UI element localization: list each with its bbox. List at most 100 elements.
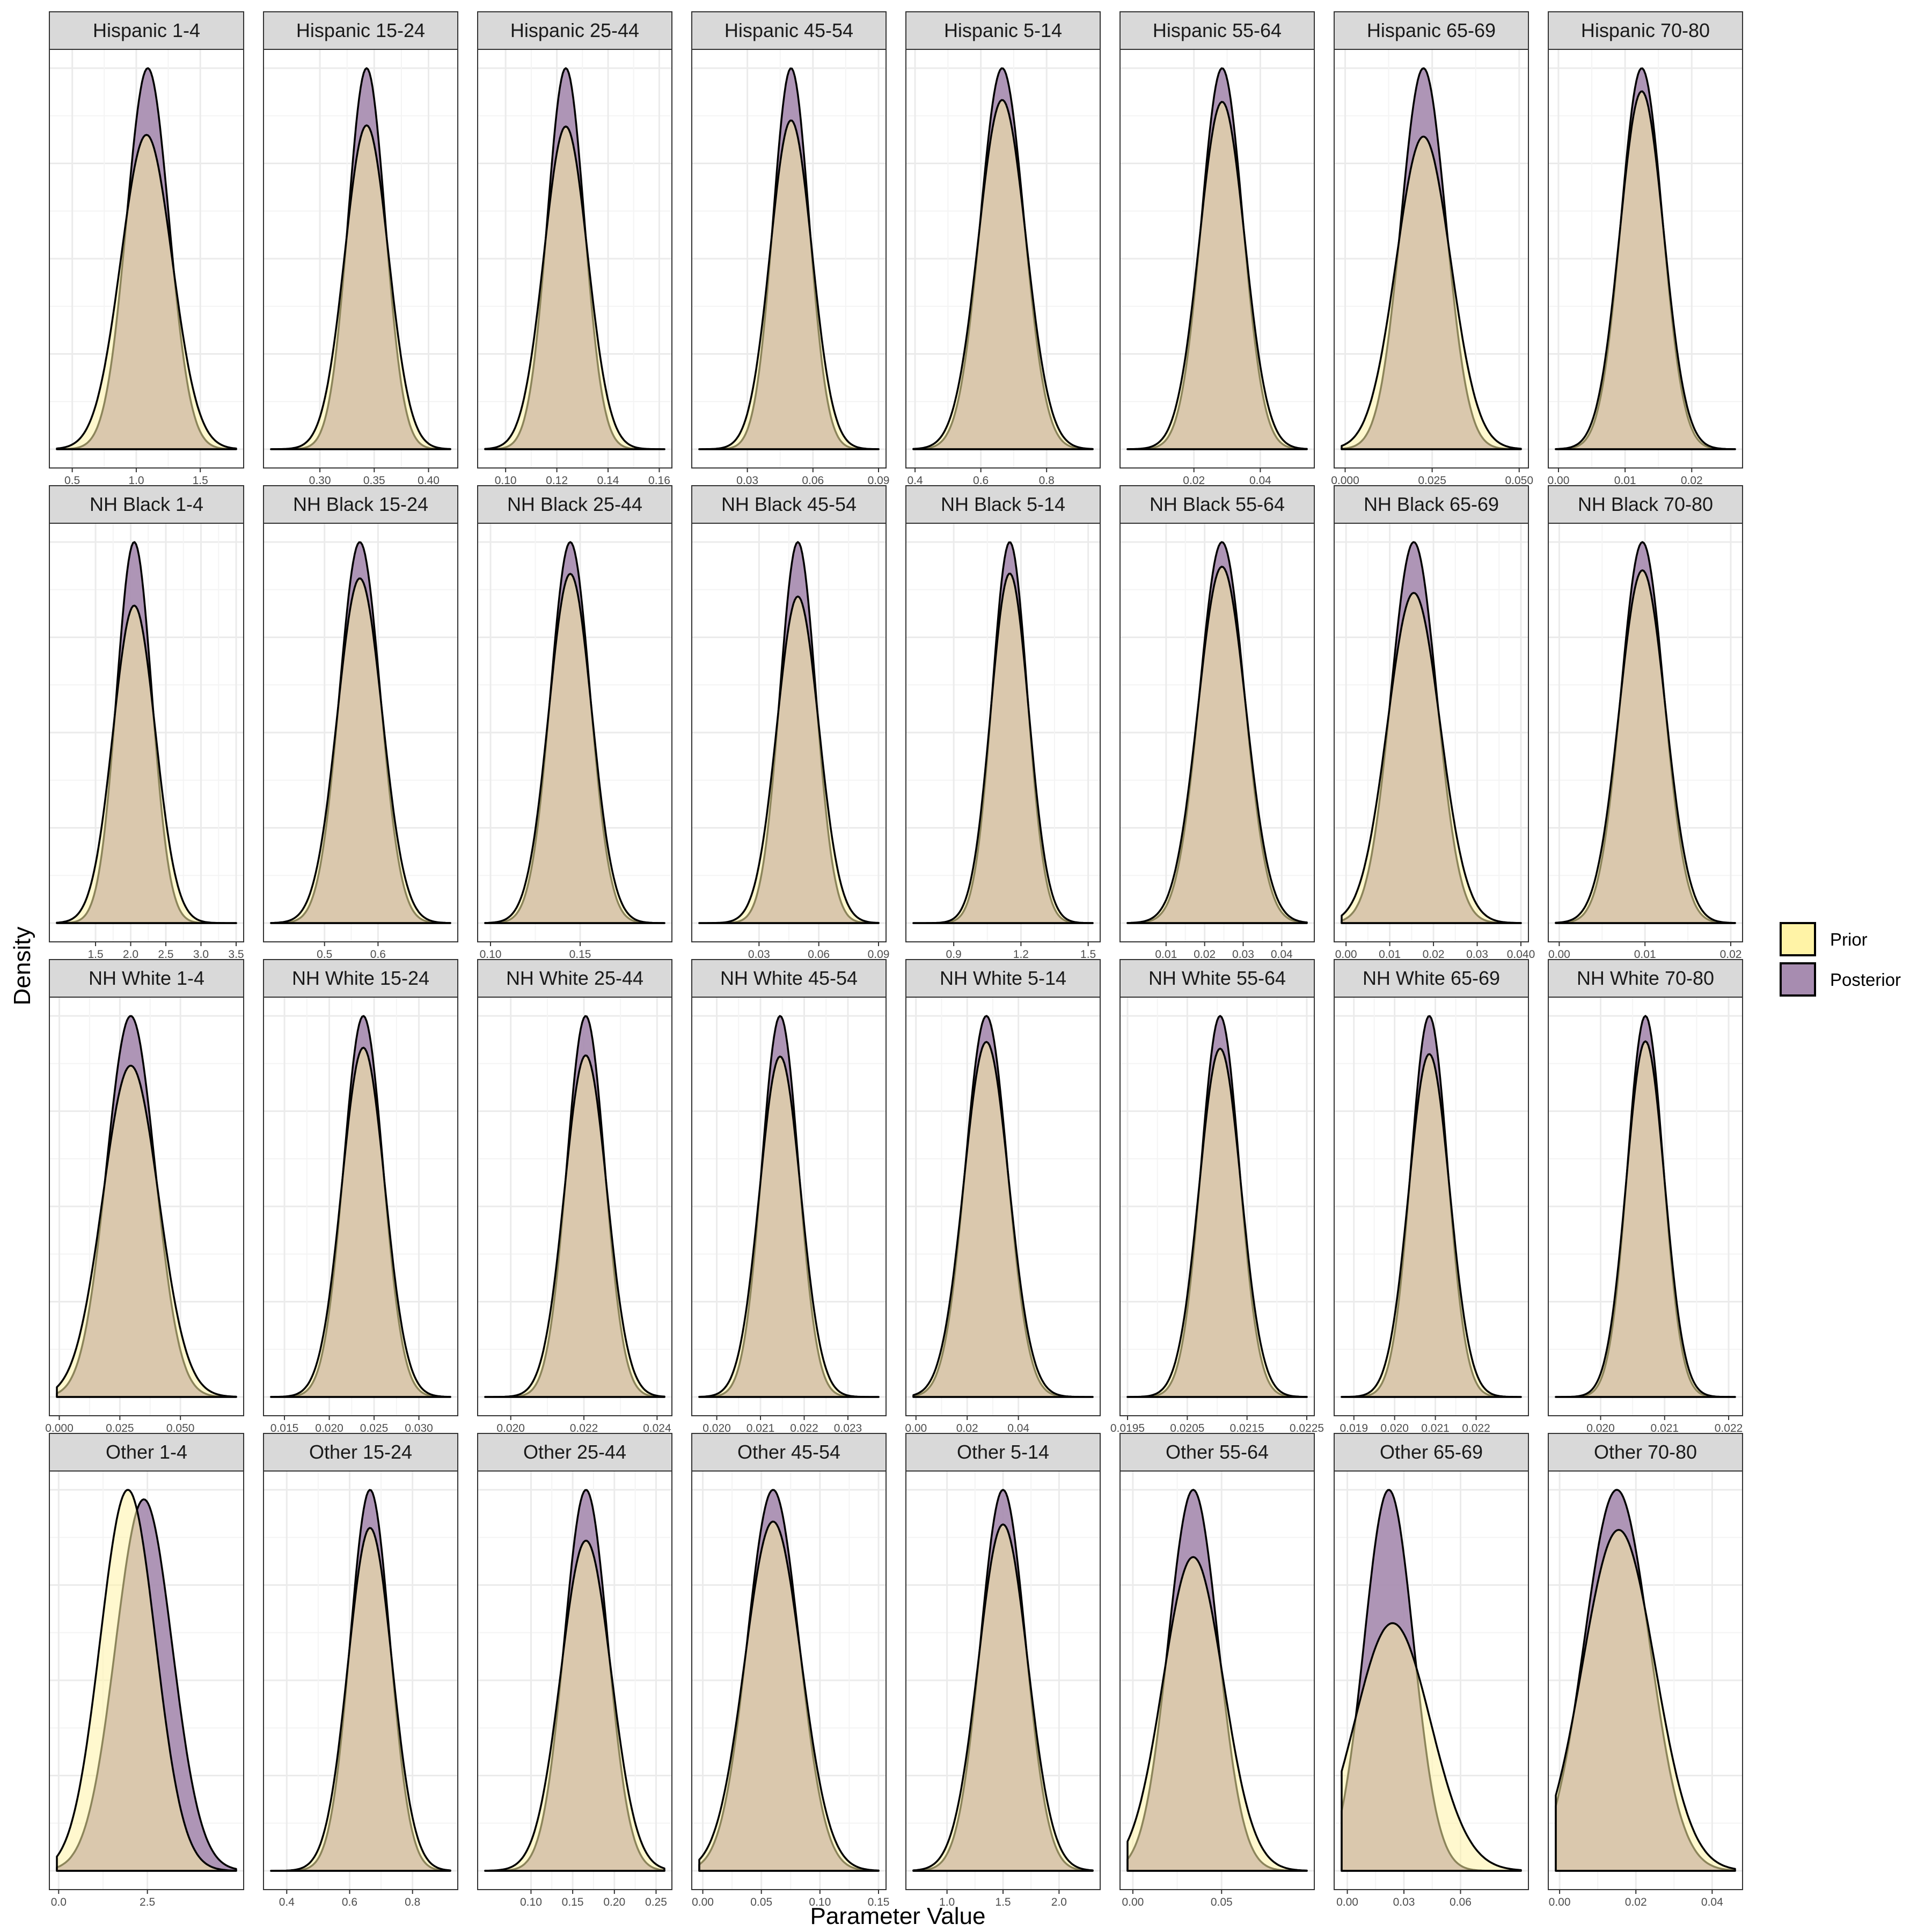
density-curves xyxy=(698,1015,880,1398)
facet-panel: Other 65-69 0.00 0.03 0.06 xyxy=(1334,1433,1529,1908)
facet-strip-label: Hispanic 1-4 xyxy=(93,19,200,41)
facet-panel: Hispanic 1-4 0.5 1.0 1.5 xyxy=(49,11,244,487)
facet-strip-label: NH Black 5-14 xyxy=(941,493,1065,515)
density-curves xyxy=(56,541,237,924)
x-tick-label: 0.5 xyxy=(64,474,80,487)
panel-border xyxy=(691,49,887,469)
x-tick-label: 0.023 xyxy=(834,1422,862,1435)
x-tick-label: 2.0 xyxy=(1051,1896,1067,1908)
facet-strip xyxy=(49,959,244,998)
prior-density xyxy=(912,573,1094,924)
x-tick-label: 0.019 xyxy=(1340,1422,1368,1435)
x-tick-label: 0.01 xyxy=(1614,474,1636,487)
panel-border xyxy=(1334,523,1529,942)
panel-border xyxy=(49,49,244,469)
facet-strip xyxy=(477,11,672,50)
facet-strip-label: Other 55-64 xyxy=(1166,1441,1269,1463)
facet-panel: Hispanic 70-80 0.00 0.01 0.02 xyxy=(1548,11,1743,487)
facet-panel: Hispanic 65-69 0.000 0.025 0.050 xyxy=(1331,11,1533,487)
x-axis-title: Parameter Value xyxy=(810,1903,986,1929)
facet-strip-label: Hispanic 55-64 xyxy=(1153,19,1282,41)
x-tick-label: 0.00 xyxy=(1548,948,1570,961)
facet-panel: NH Black 1-4 1.5 2.0 2.5 3.0 3.5 xyxy=(49,485,244,961)
density-curves xyxy=(1341,541,1522,924)
density-curves xyxy=(912,1489,1094,1872)
x-tick-label: 0.20 xyxy=(603,1896,625,1908)
x-tick-label: 0.0215 xyxy=(1230,1422,1264,1435)
prior-density xyxy=(270,1046,451,1398)
x-tick-label: 0.050 xyxy=(166,1422,195,1435)
density-curves xyxy=(56,1015,237,1398)
density-curves xyxy=(56,1489,237,1872)
density-curves xyxy=(484,67,665,450)
facet-panel: Other 1-4 0.0 2.5 xyxy=(49,1433,244,1908)
prior-density xyxy=(1555,1040,1736,1398)
panel-border xyxy=(905,49,1101,469)
prior-density xyxy=(1126,1048,1308,1398)
density-curves xyxy=(912,541,1094,924)
facet-strip-label: NH White 25-44 xyxy=(506,967,643,989)
facet-strip-label: Other 25-44 xyxy=(523,1441,626,1463)
x-tick-label: 0.03 xyxy=(736,474,758,487)
x-tick-label: 0.03 xyxy=(1466,948,1488,961)
x-tick-label: 1.5 xyxy=(995,1896,1011,1908)
facet-strip xyxy=(1334,11,1529,50)
facet-panel: NH Black 55-64 0.01 0.02 0.03 0.04 xyxy=(1119,485,1315,961)
facet-strip-label: Hispanic 65-69 xyxy=(1367,19,1496,41)
x-tick-label: 1.5 xyxy=(193,474,208,487)
x-tick-label: 0.025 xyxy=(360,1422,389,1435)
facet-strip-label: Hispanic 25-44 xyxy=(510,19,639,41)
facet-panel: Other 55-64 0.00 0.05 xyxy=(1119,1433,1315,1908)
x-tick-label: 0.30 xyxy=(309,474,331,487)
x-tick-label: 0.000 xyxy=(45,1422,74,1435)
facet-strip xyxy=(263,959,458,998)
x-tick-label: 0.01 xyxy=(1379,948,1401,961)
prior-density xyxy=(56,134,237,450)
x-tick-label: 0.02 xyxy=(1720,948,1742,961)
x-tick-label: 0.6 xyxy=(342,1896,357,1908)
facet-strip-label: Other 70-80 xyxy=(1594,1441,1697,1463)
x-tick-label: 0.06 xyxy=(1450,1896,1472,1908)
density-curves xyxy=(1555,67,1736,450)
x-tick-label: 0.03 xyxy=(1232,948,1254,961)
x-tick-label: 0.00 xyxy=(692,1896,714,1908)
panel-border xyxy=(477,1470,672,1890)
facet-strip xyxy=(691,11,887,50)
panel-border xyxy=(477,997,672,1416)
x-tick-label: 0.06 xyxy=(802,474,824,487)
prior-density xyxy=(1341,1053,1522,1398)
x-tick-label: 0.8 xyxy=(405,1896,420,1908)
density-curves xyxy=(698,67,880,450)
prior-density xyxy=(1555,569,1736,924)
facet-strip xyxy=(905,959,1101,998)
prior-density xyxy=(698,1055,880,1398)
x-tick-label: 1.2 xyxy=(1013,948,1029,961)
density-curves xyxy=(1555,541,1736,924)
density-curves xyxy=(1341,67,1522,450)
x-tick-label: 1.5 xyxy=(1080,948,1096,961)
facet-strip-label: NH White 70-80 xyxy=(1577,967,1714,989)
facet-strip-label: NH Black 55-64 xyxy=(1150,493,1285,515)
facet-strip-label: NH Black 45-54 xyxy=(721,493,857,515)
x-tick-label: 0.4 xyxy=(279,1896,295,1908)
panel-border xyxy=(263,49,458,469)
panel-border xyxy=(477,523,672,942)
facet-panel: NH Black 5-14 0.9 1.2 1.5 xyxy=(905,485,1101,961)
x-tick-label: 0.022 xyxy=(1715,1422,1743,1435)
panel-border xyxy=(49,997,244,1416)
panel-border xyxy=(1548,1470,1743,1890)
prior-density xyxy=(1555,90,1736,450)
x-tick-label: 0.025 xyxy=(1418,474,1446,487)
prior-density xyxy=(698,119,880,450)
x-tick-label: 0.00 xyxy=(1549,1896,1571,1908)
prior-density xyxy=(484,1540,665,1872)
density-curves xyxy=(1126,1489,1308,1872)
prior-density xyxy=(912,99,1094,450)
facet-strip-label: Other 65-69 xyxy=(1380,1441,1483,1463)
facet-panel: NH White 45-54 0.020 0.021 0.022 0.023 xyxy=(691,959,887,1435)
facet-strip xyxy=(1334,1433,1529,1472)
panel-border xyxy=(49,1470,244,1890)
facet-panel: NH White 70-80 0.020 0.021 0.022 xyxy=(1548,959,1743,1435)
facet-strip xyxy=(1334,959,1529,998)
